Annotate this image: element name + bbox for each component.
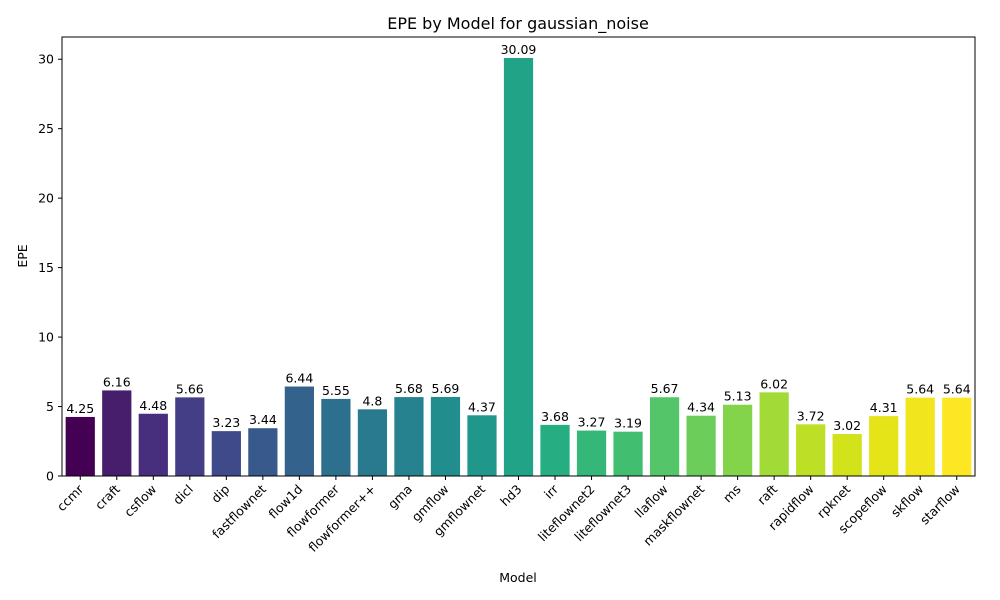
- data-label-csflow: 4.48: [139, 398, 167, 413]
- x-tick-label-ccmr: ccmr: [54, 481, 87, 514]
- bar-gma: [394, 397, 424, 476]
- x-tick-label-ms: ms: [720, 482, 744, 506]
- x-tick-label-hd3: hd3: [497, 482, 524, 509]
- bar-flowformer++: [357, 409, 388, 476]
- data-label-liteflownet3: 3.19: [614, 416, 642, 431]
- bar-raft: [759, 392, 789, 476]
- bar-scopeflow: [869, 416, 899, 476]
- bar-rapidflow: [796, 424, 826, 476]
- data-label-rapidflow: 3.72: [797, 408, 825, 423]
- plot-frame: [61, 36, 976, 477]
- x-tick-label-dicl: dicl: [170, 482, 196, 508]
- data-label-ccmr: 4.25: [66, 401, 94, 416]
- data-label-gma: 5.68: [395, 381, 423, 396]
- data-label-llaflow: 5.67: [651, 381, 679, 396]
- bar-dicl: [175, 397, 205, 476]
- y-tick-label: 30: [38, 52, 54, 67]
- data-label-starflow: 5.64: [943, 382, 971, 397]
- data-label-skflow: 5.64: [906, 382, 934, 397]
- x-tick-label-starflow: starflow: [917, 482, 963, 528]
- x-tick-label-csflow: csflow: [121, 482, 159, 520]
- data-labels-group: 4.25 6.16 4.48 5.66 3.23 3.44 6.44 5.55 4.8 5.68 5…: [66, 42, 970, 433]
- x-tick-label-dip: dip: [208, 481, 232, 505]
- bar-maskflownet: [686, 415, 716, 476]
- bar-flow1d: [284, 386, 314, 476]
- bar-liteflownet2: [576, 430, 607, 476]
- bar-llaflow: [649, 397, 680, 476]
- bar-csflow: [138, 413, 168, 476]
- bar-hd3: [503, 57, 534, 476]
- x-tick-label-raft: raft: [754, 481, 780, 507]
- y-tick-label: 20: [38, 191, 54, 206]
- y-tick-label: 15: [38, 260, 54, 275]
- bar-ccmr: [65, 416, 95, 476]
- y-tick-label: 10: [38, 330, 54, 345]
- data-label-raft: 6.02: [760, 376, 788, 391]
- bar-liteflownet3: [613, 431, 643, 476]
- bar-starflow: [942, 397, 972, 476]
- data-label-flow1d: 6.44: [285, 371, 313, 386]
- y-tick-label: 5: [46, 399, 54, 414]
- bars-group: [65, 57, 972, 476]
- data-label-fastflownet: 3.44: [249, 412, 277, 427]
- data-label-gmflow: 5.69: [432, 381, 460, 396]
- data-label-craft: 6.16: [103, 374, 131, 389]
- bar-irr: [540, 424, 570, 476]
- bar-craft: [102, 390, 132, 476]
- data-label-scopeflow: 4.31: [870, 400, 898, 415]
- data-label-maskflownet: 4.34: [687, 400, 715, 415]
- bar-gmflownet: [467, 415, 497, 476]
- bar-flowformer: [321, 398, 351, 476]
- data-label-dicl: 5.66: [176, 381, 204, 396]
- y-axis: 0 5 10 15 20 25 30: [38, 52, 62, 484]
- bar-dip: [211, 431, 241, 476]
- x-tick-label-gma: gma: [385, 482, 415, 512]
- y-axis-label: EPE: [15, 244, 30, 267]
- data-label-liteflownet2: 3.27: [578, 415, 606, 430]
- x-tick-label-craft: craft: [92, 481, 123, 512]
- x-tick-label-irr: irr: [541, 481, 562, 502]
- data-label-irr: 3.68: [541, 409, 569, 424]
- data-label-hd3: 30.09: [501, 42, 537, 57]
- bar-gmflow: [430, 396, 461, 476]
- y-tick-label: 25: [38, 121, 54, 136]
- data-label-rpknet: 3.02: [833, 418, 861, 433]
- data-label-ms: 5.13: [724, 389, 752, 404]
- data-label-flowformer++: 4.8: [362, 393, 382, 408]
- bar-skflow: [905, 397, 935, 476]
- data-label-dip: 3.23: [212, 415, 240, 430]
- x-axis-label: Model: [499, 570, 537, 585]
- bar-ms: [723, 404, 753, 476]
- bar-fastflownet: [248, 428, 278, 476]
- data-label-gmflownet: 4.37: [468, 399, 496, 414]
- data-label-flowformer: 5.55: [322, 383, 350, 398]
- y-tick-label: 0: [46, 469, 54, 484]
- x-tick-label-flowformer++: flowformer++: [305, 482, 378, 555]
- bar-rpknet: [832, 434, 862, 476]
- chart-title: EPE by Model for gaussian_noise: [387, 14, 649, 34]
